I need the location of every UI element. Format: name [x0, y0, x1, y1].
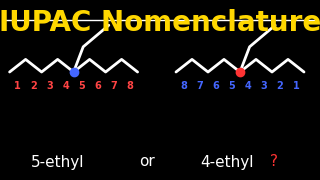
Text: 4: 4	[62, 81, 69, 91]
Text: 3: 3	[260, 81, 268, 91]
Text: 3: 3	[46, 81, 53, 91]
Text: 5: 5	[78, 81, 85, 91]
Text: 8: 8	[126, 81, 133, 91]
Text: 4: 4	[244, 81, 252, 91]
Text: 5-ethyl: 5-ethyl	[31, 154, 84, 170]
Text: 5: 5	[228, 81, 236, 91]
Text: 4-ethyl: 4-ethyl	[200, 154, 254, 170]
Text: 2: 2	[276, 81, 284, 91]
Text: ?: ?	[270, 154, 278, 170]
Text: 7: 7	[196, 81, 204, 91]
Text: 8: 8	[180, 81, 188, 91]
Text: or: or	[139, 154, 155, 170]
Text: 6: 6	[212, 81, 220, 91]
Text: 7: 7	[110, 81, 117, 91]
Text: 1: 1	[292, 81, 300, 91]
Text: IUPAC Nomenclature: IUPAC Nomenclature	[0, 9, 320, 37]
Text: 1: 1	[14, 81, 21, 91]
Text: 6: 6	[94, 81, 101, 91]
Text: 2: 2	[30, 81, 37, 91]
